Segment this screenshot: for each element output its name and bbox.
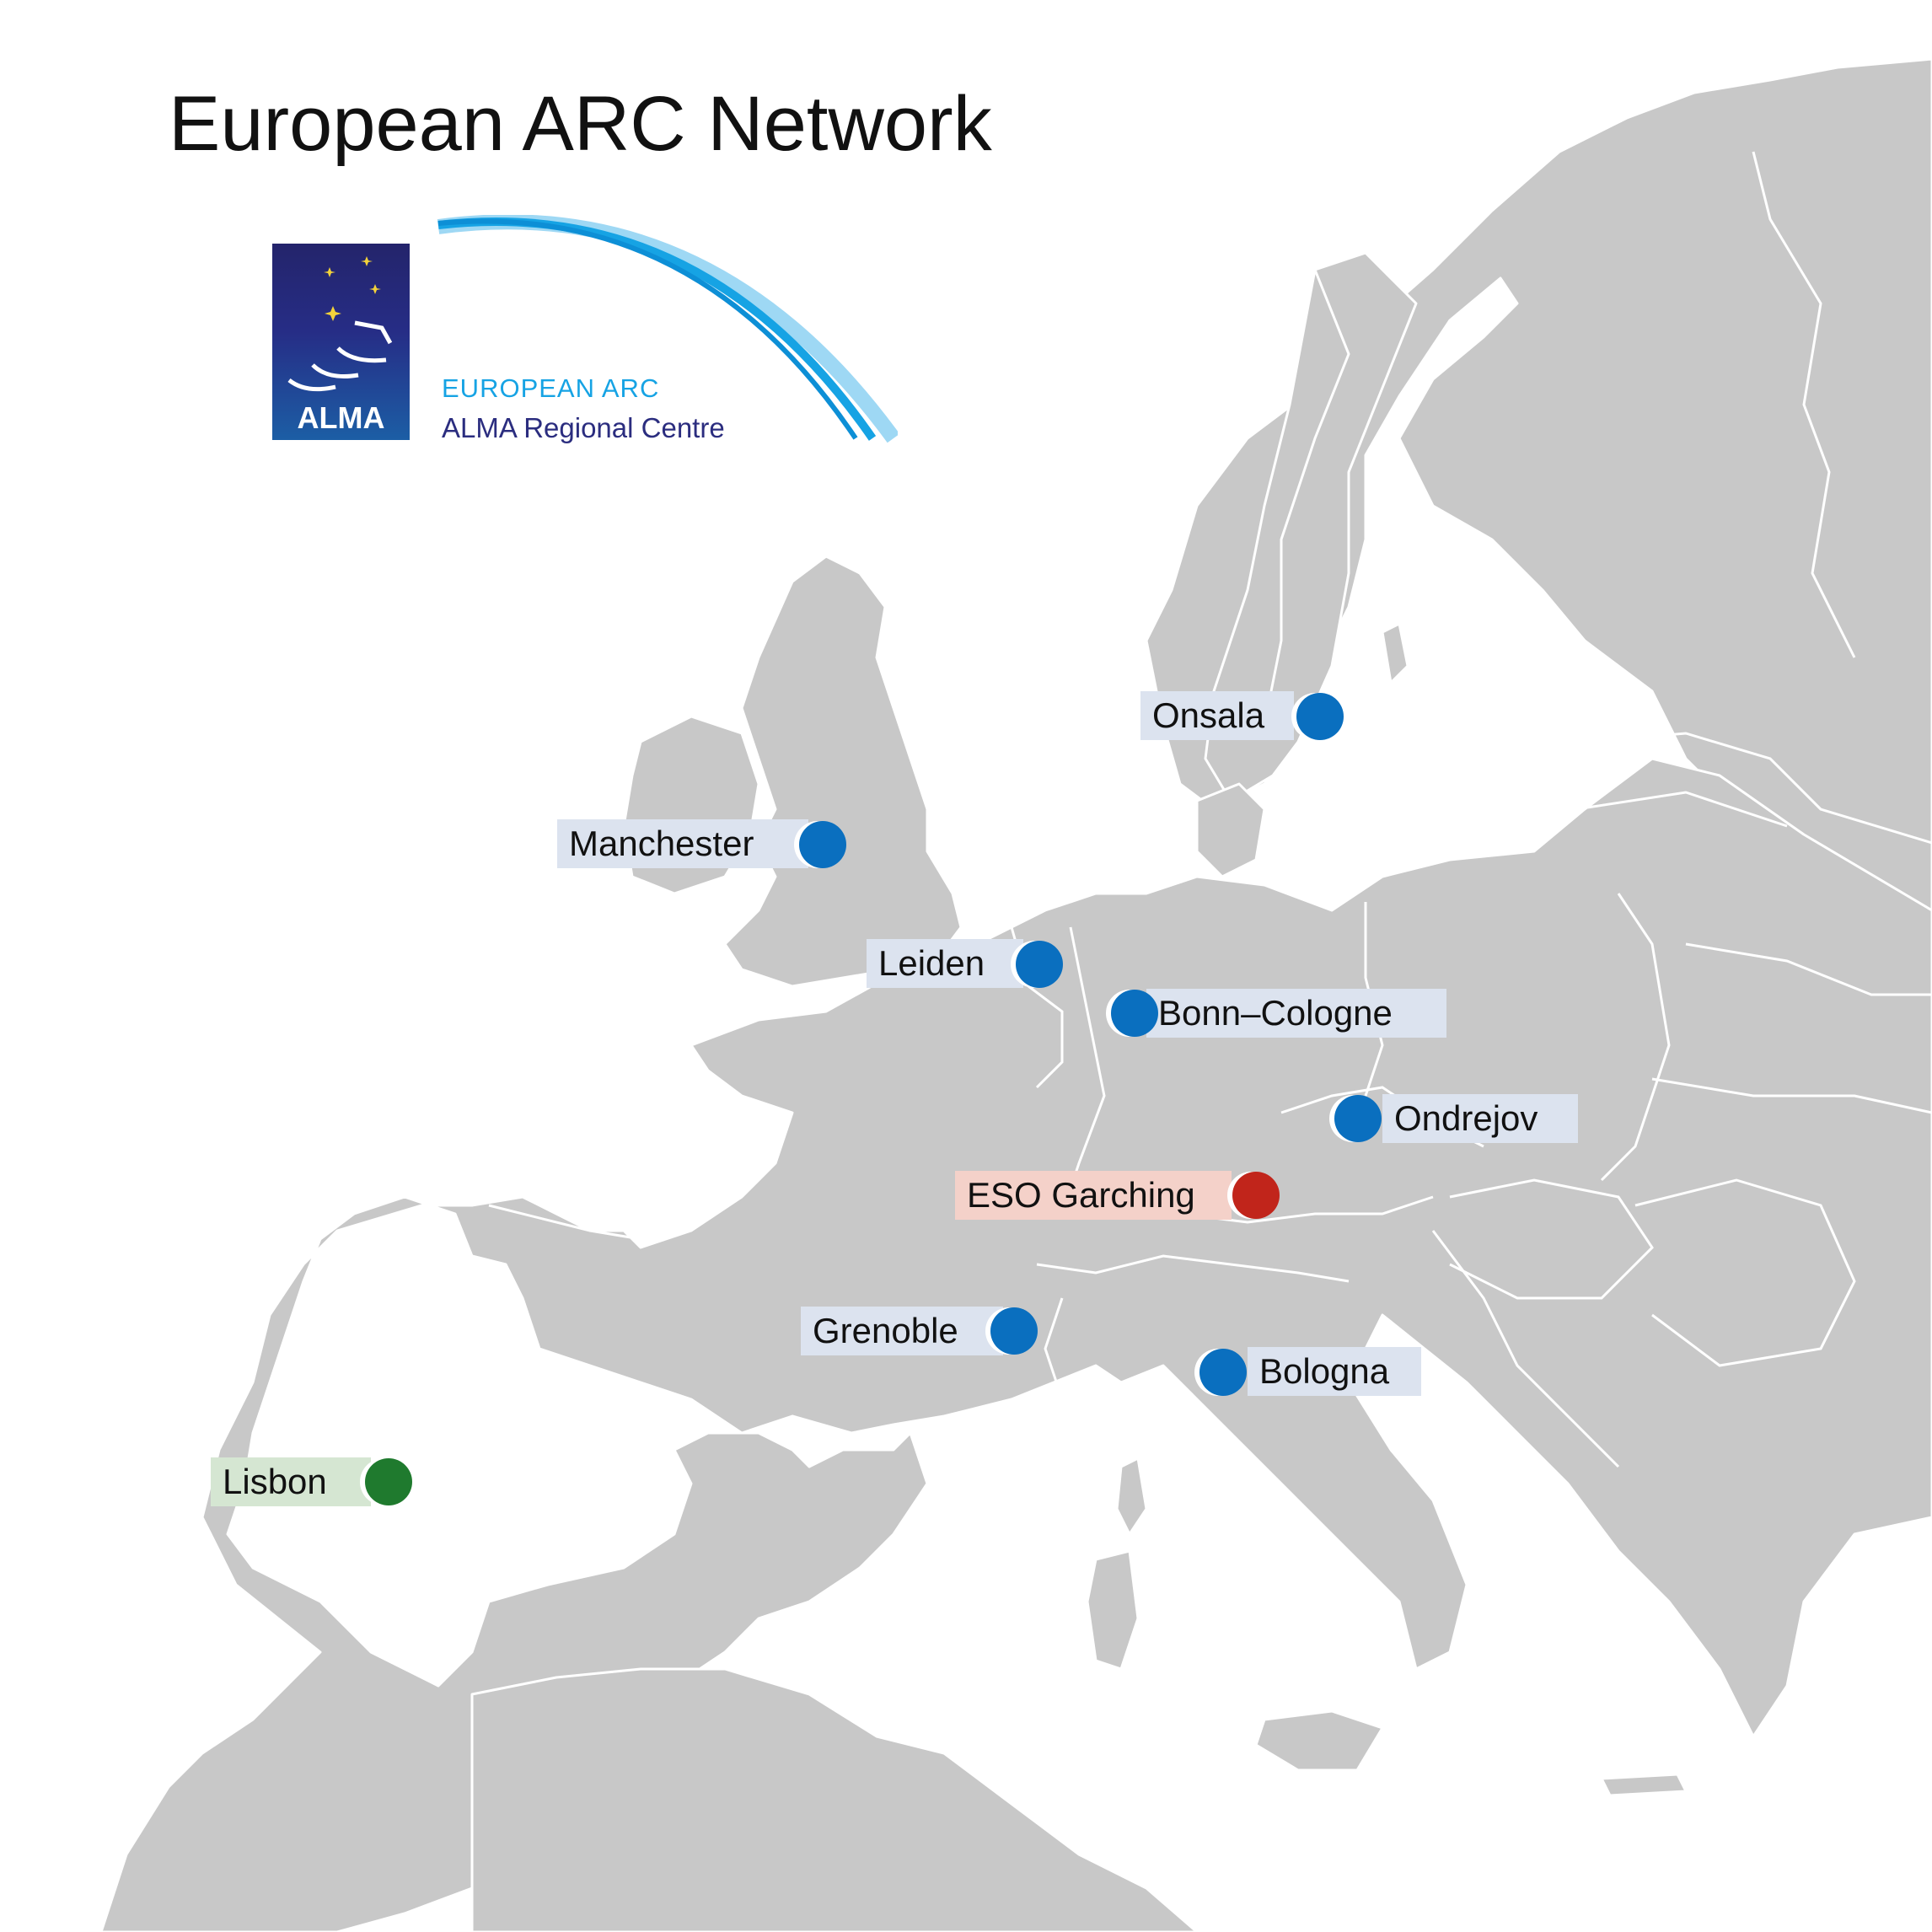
land-gotland: [1381, 622, 1409, 684]
node-marker-lisbon[interactable]: [365, 1458, 412, 1505]
alma-badge-text: ALMA: [297, 400, 385, 435]
node-label-onsala: Onsala: [1140, 691, 1294, 740]
border-baltics: [1584, 732, 1932, 845]
land-north-africa: [470, 1667, 1199, 1932]
node-label-eso-garching: ESO Garching: [955, 1171, 1232, 1220]
land-denmark: [1195, 782, 1266, 878]
logo-subheading: ALMA Regional Centre: [442, 412, 725, 443]
node-marker-bonn-cologne[interactable]: [1111, 990, 1158, 1037]
border-poland-east: [1600, 893, 1671, 1182]
border-ukraine: [1651, 1077, 1932, 1114]
border-italy: [1044, 1297, 1064, 1400]
node-label-manchester: Manchester: [557, 819, 808, 868]
alma-logo: ALMA: [272, 244, 410, 440]
land-scandinavia: [1145, 57, 1932, 920]
node-marker-grenoble[interactable]: [990, 1307, 1038, 1355]
node-label-grenoble: Grenoble: [801, 1307, 1003, 1355]
node-marker-manchester[interactable]: [799, 821, 846, 868]
border-finland-russia: [1752, 151, 1856, 658]
node-marker-bologna[interactable]: [1199, 1349, 1247, 1396]
node-label-lisbon: Lisbon: [211, 1457, 371, 1506]
node-marker-onsala[interactable]: [1296, 693, 1344, 740]
border-baltics-2: [1575, 791, 1788, 828]
node-label-ondrejov: Ondrejov: [1382, 1094, 1578, 1143]
border-sweden-norway: [1263, 269, 1350, 726]
node-label-bologna: Bologna: [1248, 1347, 1421, 1396]
land-sicily: [1254, 1709, 1384, 1772]
node-label-bonn-cologne: Bonn–Cologne: [1146, 989, 1446, 1038]
border-hungary: [1449, 1178, 1654, 1300]
land-crete: [1600, 1773, 1688, 1797]
border-balkans: [1431, 1230, 1620, 1468]
telescope-stars-icon: [287, 256, 393, 392]
node-marker-eso-garching[interactable]: [1232, 1172, 1280, 1219]
land-great-britain: [723, 555, 963, 988]
border-alps: [1036, 1254, 1350, 1283]
land-sardinia: [1086, 1549, 1140, 1671]
node-marker-leiden[interactable]: [1016, 941, 1063, 988]
border-portugal: [394, 1213, 457, 1569]
border-france-spain: [488, 1204, 641, 1241]
page-title: European ARC Network: [169, 81, 992, 167]
border-belarus: [1685, 942, 1932, 996]
logo-heading: EUROPEAN ARC: [442, 373, 660, 403]
border-romania: [1634, 1178, 1856, 1367]
land-sweden: [1204, 251, 1418, 802]
node-label-leiden: Leiden: [867, 939, 1023, 988]
land-corsica: [1115, 1457, 1148, 1536]
arc-swoosh-graphic: [437, 215, 898, 443]
node-marker-ondrejov[interactable]: [1334, 1095, 1382, 1142]
